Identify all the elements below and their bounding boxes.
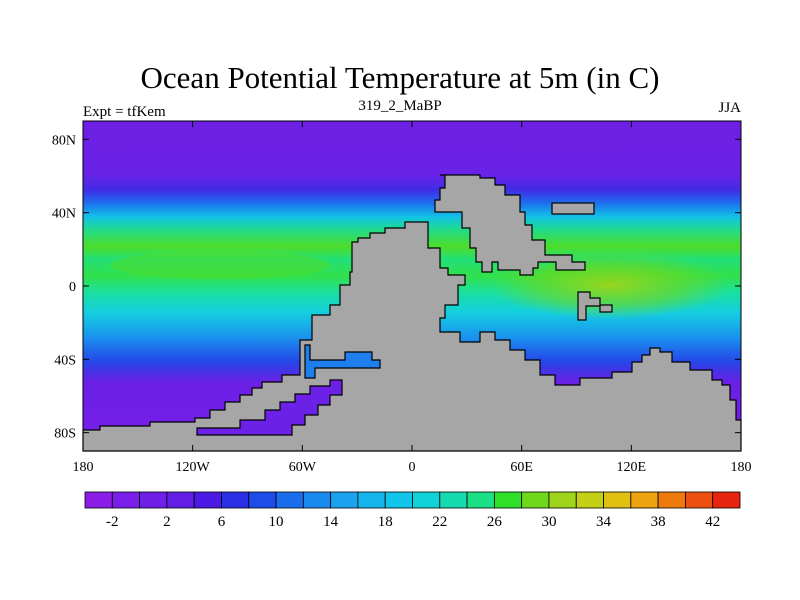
colorbar-swatch [575,491,604,509]
colorbar-label: 30 [541,514,556,530]
colorbar-label: 26 [487,514,503,530]
colorbar-label: 2 [163,514,171,530]
colorbar-swatch [685,491,714,509]
colorbar-swatch [111,491,140,509]
colorbar-swatch [630,491,659,509]
colorbar-label: 34 [596,514,612,530]
plot-title: Ocean Potential Temperature at 5m (in C) [140,60,660,95]
x-tick-label: 120W [176,460,211,475]
land-masses [82,174,742,452]
colorbar-swatch [712,491,741,509]
colorbar-swatch [139,491,168,509]
colorbar-swatch [221,491,250,509]
colorbar-label: 6 [218,514,226,530]
landmass-asia [434,174,586,276]
x-tick-label: 180 [731,460,752,475]
colorbar-swatch [493,491,523,509]
y-tick-label: 80N [52,133,76,148]
colorbar-swatch [330,491,359,509]
colorbar-label: 18 [378,514,393,530]
colorbar-swatch [521,491,550,509]
south-sea-patch [196,379,343,436]
run-label: 319_2_MaBP [358,98,442,114]
y-tick-label: 40N [52,207,76,222]
south-channel-patch [304,344,381,379]
colorbar-label: 42 [705,514,720,530]
colorbar: -2 2 6 10 14 18 22 26 30 34 38 42 [84,491,741,530]
colorbar-swatch [439,491,468,509]
x-tick-label: 60E [510,460,533,475]
colorbar-swatch [248,491,277,509]
colorbar-label: -2 [106,514,119,530]
warm-band-west [110,251,330,279]
colorbar-label: 14 [323,514,339,530]
x-tick-label: 120E [617,460,647,475]
y-tick-label: 0 [69,280,76,295]
x-tick-label: 0 [409,460,416,475]
colorbar-swatch [275,491,304,509]
colorbar-label: 10 [269,514,284,530]
map-axes: 180 120W 60W 0 60E 120E 180 80N 40N 0 40S 80S [52,121,752,475]
x-tick-label: 180 [73,460,94,475]
warm-pool-region [490,251,730,319]
colorbar-swatch [357,491,386,509]
y-tick-label: 80S [54,427,76,442]
colorbar-swatch [657,491,686,509]
colorbar-swatch [84,491,113,509]
colorbar-swatch [166,491,195,509]
y-tick-label: 40S [54,353,76,368]
colorbar-label: 22 [432,514,447,530]
colorbar-swatch [302,491,332,509]
landmass-america-africa [82,221,742,452]
colorbar-swatch [384,491,413,509]
colorbar-label: 38 [651,514,666,530]
x-tick-label: 60W [289,460,317,475]
polar-water-patches [196,344,381,436]
colorbar-swatch [603,491,632,509]
colorbar-swatch [193,491,222,509]
experiment-label: Expt = tfKem [83,104,166,120]
colorbar-swatch [412,491,441,509]
colorbar-swatch [548,491,577,509]
landmass-australia [577,291,613,321]
colorbar-swatch [466,491,495,509]
island-northeast [551,202,595,215]
season-label: JJA [718,100,741,116]
